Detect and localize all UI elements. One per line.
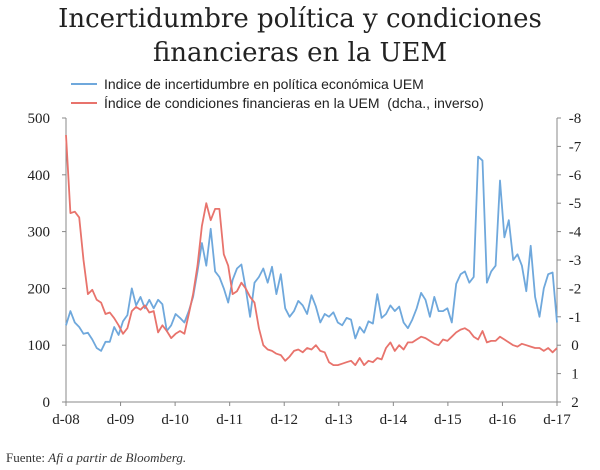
x-axis-tick-label: d-09 [107,412,135,428]
source-note: Fuente: Afi a partir de Bloomberg. [6,450,186,466]
right-axis-tick-label: -7 [569,139,582,155]
left-axis-tick-label: 200 [28,281,51,297]
series-line-2 [65,134,558,367]
right-axis-tick-label: -4 [569,225,582,241]
left-axis-tick-label: 100 [28,338,51,354]
right-axis-tick-label: -1 [569,310,582,326]
x-axis-tick-label: d-17 [543,412,571,428]
source-prefix: Fuente: [6,450,49,465]
chart-axes: 0 100 200 300 400 500 2 1 0 -1 -2 -3 -4 -5 -6 -7 -8 d-08 d… [28,111,582,428]
right-axis-tick-label: -6 [569,168,582,184]
left-axis-tick-label: 500 [28,111,51,127]
series-line-1 [65,155,558,352]
legend-label-1: Indice de incertidumbre en política econ… [104,76,424,92]
chart-series [65,134,558,367]
x-axis-tick-label: d-13 [325,412,353,428]
right-axis-tick-label: -2 [569,281,582,297]
x-axis-tick-label: d-10 [161,412,189,428]
right-axis-tick-label: 1 [571,367,579,383]
x-axis-tick-label: d-16 [489,412,517,428]
x-axis-tick-label: d-11 [216,412,243,428]
chart-title-line-1: Incertidumbre política y condiciones [58,4,542,34]
x-axis-tick-label: d-12 [270,412,298,428]
chart-legend: Indice de incertidumbre en política econ… [71,76,484,111]
chart-title-line-2: financieras en la UEM [152,38,448,68]
right-axis-tick-label: 2 [571,395,579,411]
right-axis-tick-label: -3 [569,253,582,269]
x-axis-tick-label: d-14 [380,412,408,428]
right-axis-tick-label: 0 [571,338,579,354]
source-text: Afi a partir de Bloomberg. [48,450,187,465]
x-axis-tick-label: d-15 [434,412,462,428]
chart-title: Incertidumbre política y condiciones fin… [0,2,600,70]
right-axis-tick-label: -5 [569,196,582,212]
right-axis-tick-label: -8 [569,111,582,127]
x-axis-tick-label: d-08 [52,412,80,428]
left-axis-tick-label: 0 [43,395,51,411]
legend-label-2: Índice de condiciones financieras en la … [104,95,484,111]
left-axis-tick-label: 300 [28,225,51,241]
left-axis-tick-label: 400 [28,168,51,184]
